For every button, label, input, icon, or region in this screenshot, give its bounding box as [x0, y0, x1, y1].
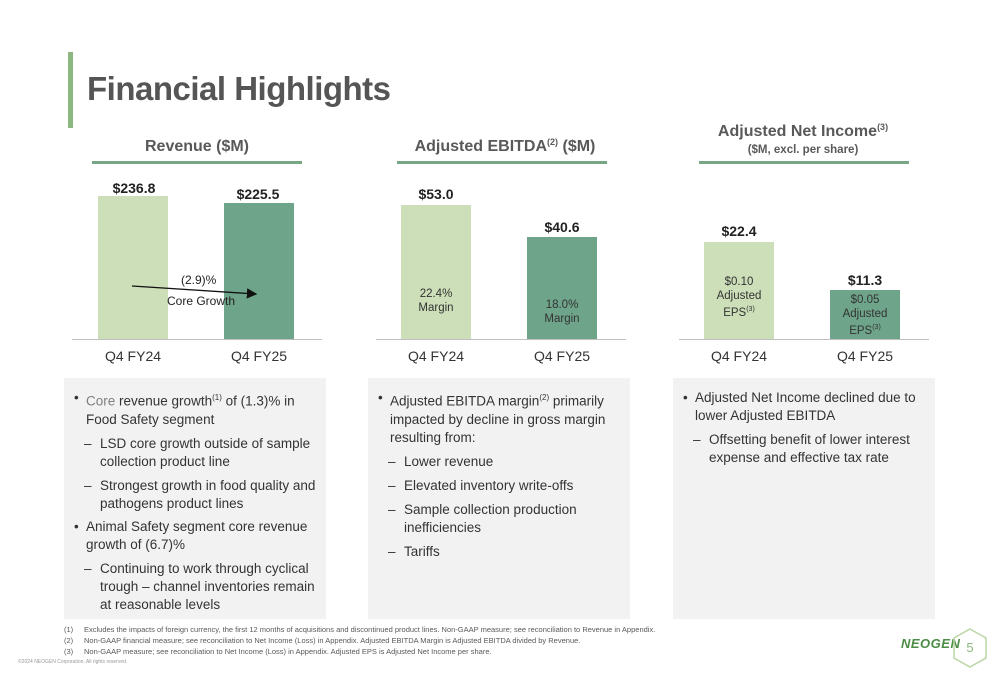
page-number: 5 [966, 640, 974, 655]
net-income-sub-bullet-1: Offsetting benefit of lower interest exp… [681, 431, 925, 467]
revenue-chart-title: Revenue ($M) [144, 138, 250, 155]
ebitda-sub-bullet-3: Sample collection production inefficienc… [376, 501, 620, 537]
revenue-bar-label-fy25: $225.5 [236, 186, 280, 202]
net-income-chart-title: Adjusted Net Income(3) ($M, excl. per sh… [698, 122, 908, 156]
net-income-bar-label-fy25: $11.3 [847, 272, 883, 288]
ebitda-margin-fy24: 22.4% Margin [418, 288, 454, 314]
net-income-baseline [679, 339, 929, 340]
ebitda-commentary-panel: Adjusted EBITDA margin(2) primarily impa… [368, 378, 630, 619]
revenue-bar-fy24 [98, 196, 168, 339]
ebitda-bar-fy25 [527, 237, 597, 339]
ebitda-sub-bullet-1: Lower revenue [376, 453, 620, 471]
neogen-logo: NEOGEN [901, 636, 961, 651]
net-income-eps-fy24: $0.10 Adjusted EPS(3) [716, 276, 762, 319]
copyright: ©2024 NEOGEN Corporation. All rights res… [18, 659, 128, 665]
revenue-title-underline [92, 161, 302, 164]
page-title: Financial Highlights [87, 70, 391, 107]
ebitda-baseline [376, 339, 626, 340]
ebitda-sub-bullet-2: Elevated inventory write-offs [376, 477, 620, 495]
revenue-bullet-1: Core revenue growth(1) of (1.3)% in Food… [72, 389, 316, 429]
footnote-1: (1) Excludes the impacts of foreign curre… [64, 625, 656, 634]
ebitda-bar-label-fy25: $40.6 [544, 219, 580, 235]
net-income-bar-fy25 [830, 290, 900, 339]
ebitda-title-underline [397, 161, 607, 164]
revenue-sub-bullet-1: LSD core growth outside of sample collec… [72, 435, 316, 471]
net-income-bar-label-fy24: $22.4 [721, 223, 757, 239]
footnote-2: (2) Non-GAAP financial measure; see recon… [64, 636, 581, 645]
net-income-commentary-panel: Adjusted Net Income declined due to lowe… [673, 378, 935, 619]
revenue-bar-fy25 [224, 203, 294, 339]
net-income-cat-fy25: Q4 FY25 [836, 348, 894, 364]
ebitda-bar-label-fy24: $53.0 [418, 186, 454, 202]
net-income-cat-fy24: Q4 FY24 [710, 348, 768, 364]
net-income-chart-subtitle: ($M, excl. per share) [747, 144, 859, 156]
revenue-growth-label: (2.9)% [181, 273, 217, 287]
ebitda-cat-fy25: Q4 FY25 [533, 348, 591, 364]
revenue-cat-fy25: Q4 FY25 [230, 348, 288, 364]
revenue-bar-label-fy24: $236.8 [112, 180, 156, 196]
page-number-hexagon-icon [953, 628, 987, 668]
footnotes: (1) Excludes the impacts of foreign curre… [64, 624, 655, 657]
net-income-title-underline [699, 161, 909, 164]
net-income-eps-fy25: $0.05 Adjusted EPS(3) [842, 294, 888, 337]
revenue-bullet-2: Animal Safety segment core revenue growt… [72, 518, 316, 554]
revenue-growth-caption: Core Growth [167, 294, 236, 308]
revenue-cat-fy24: Q4 FY24 [104, 348, 162, 364]
revenue-sub-bullet-2: Strongest growth in food quality and pat… [72, 477, 316, 513]
net-income-bar-fy24 [704, 242, 774, 339]
revenue-sub-bullet-3: Continuing to work through cyclical trou… [72, 560, 316, 614]
footnote-3: (3) Non-GAAP measure; see reconciliation … [64, 647, 492, 656]
net-income-bullet-1: Adjusted Net Income declined due to lowe… [681, 389, 925, 425]
ebitda-sub-bullet-4: Tariffs [376, 543, 620, 561]
ebitda-cat-fy24: Q4 FY24 [407, 348, 465, 364]
revenue-growth-arrow [131, 285, 258, 299]
ebitda-bar-fy24 [401, 205, 471, 339]
title-accent-bar [68, 52, 73, 128]
revenue-commentary-panel: Core revenue growth(1) of (1.3)% in Food… [64, 378, 326, 619]
revenue-baseline [72, 339, 322, 340]
ebitda-margin-fy25: 18.0% Margin [544, 299, 580, 325]
ebitda-bullet-1: Adjusted EBITDA margin(2) primarily impa… [376, 389, 620, 447]
ebitda-chart-title: Adjusted EBITDA(2) ($M) [414, 137, 596, 155]
